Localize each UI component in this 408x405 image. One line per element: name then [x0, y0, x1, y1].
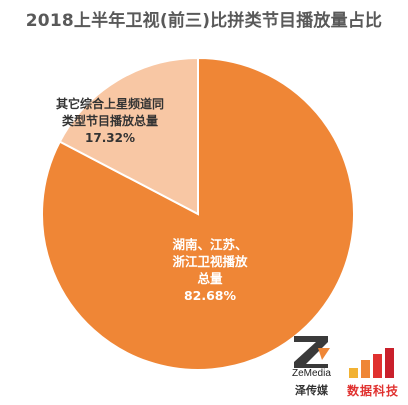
- shuju-text: 数据科技: [347, 384, 400, 398]
- slice-label-other-name: 其它综合上星频道同类型节目播放总量: [55, 97, 164, 128]
- chart-title: 2018上半年卫视(前三)比拼类节目播放量占比: [25, 11, 383, 31]
- slice-label-main-value: 82.68%: [183, 288, 237, 303]
- slice-label-other: 其它综合上星频道同类型节目播放总量 17.32%: [55, 96, 165, 147]
- zemedia-logo: ZeMedia 泽传媒: [292, 334, 344, 402]
- pie-slice-other: [58, 56, 199, 216]
- zemedia-name: ZeMedia: [292, 368, 331, 379]
- slice-label-main-name: 湖南、江苏、浙江卫视播放总量: [172, 237, 248, 286]
- slice-label-other-value: 17.32%: [85, 131, 135, 145]
- shuju-logo: 数据科技: [345, 346, 407, 402]
- slice-label-main: 湖南、江苏、浙江卫视播放总量 82.68%: [168, 236, 252, 304]
- bar-chart-icon: [349, 348, 394, 378]
- zemedia-z-icon: [294, 336, 330, 368]
- zemedia-cn: 泽传媒: [295, 384, 328, 397]
